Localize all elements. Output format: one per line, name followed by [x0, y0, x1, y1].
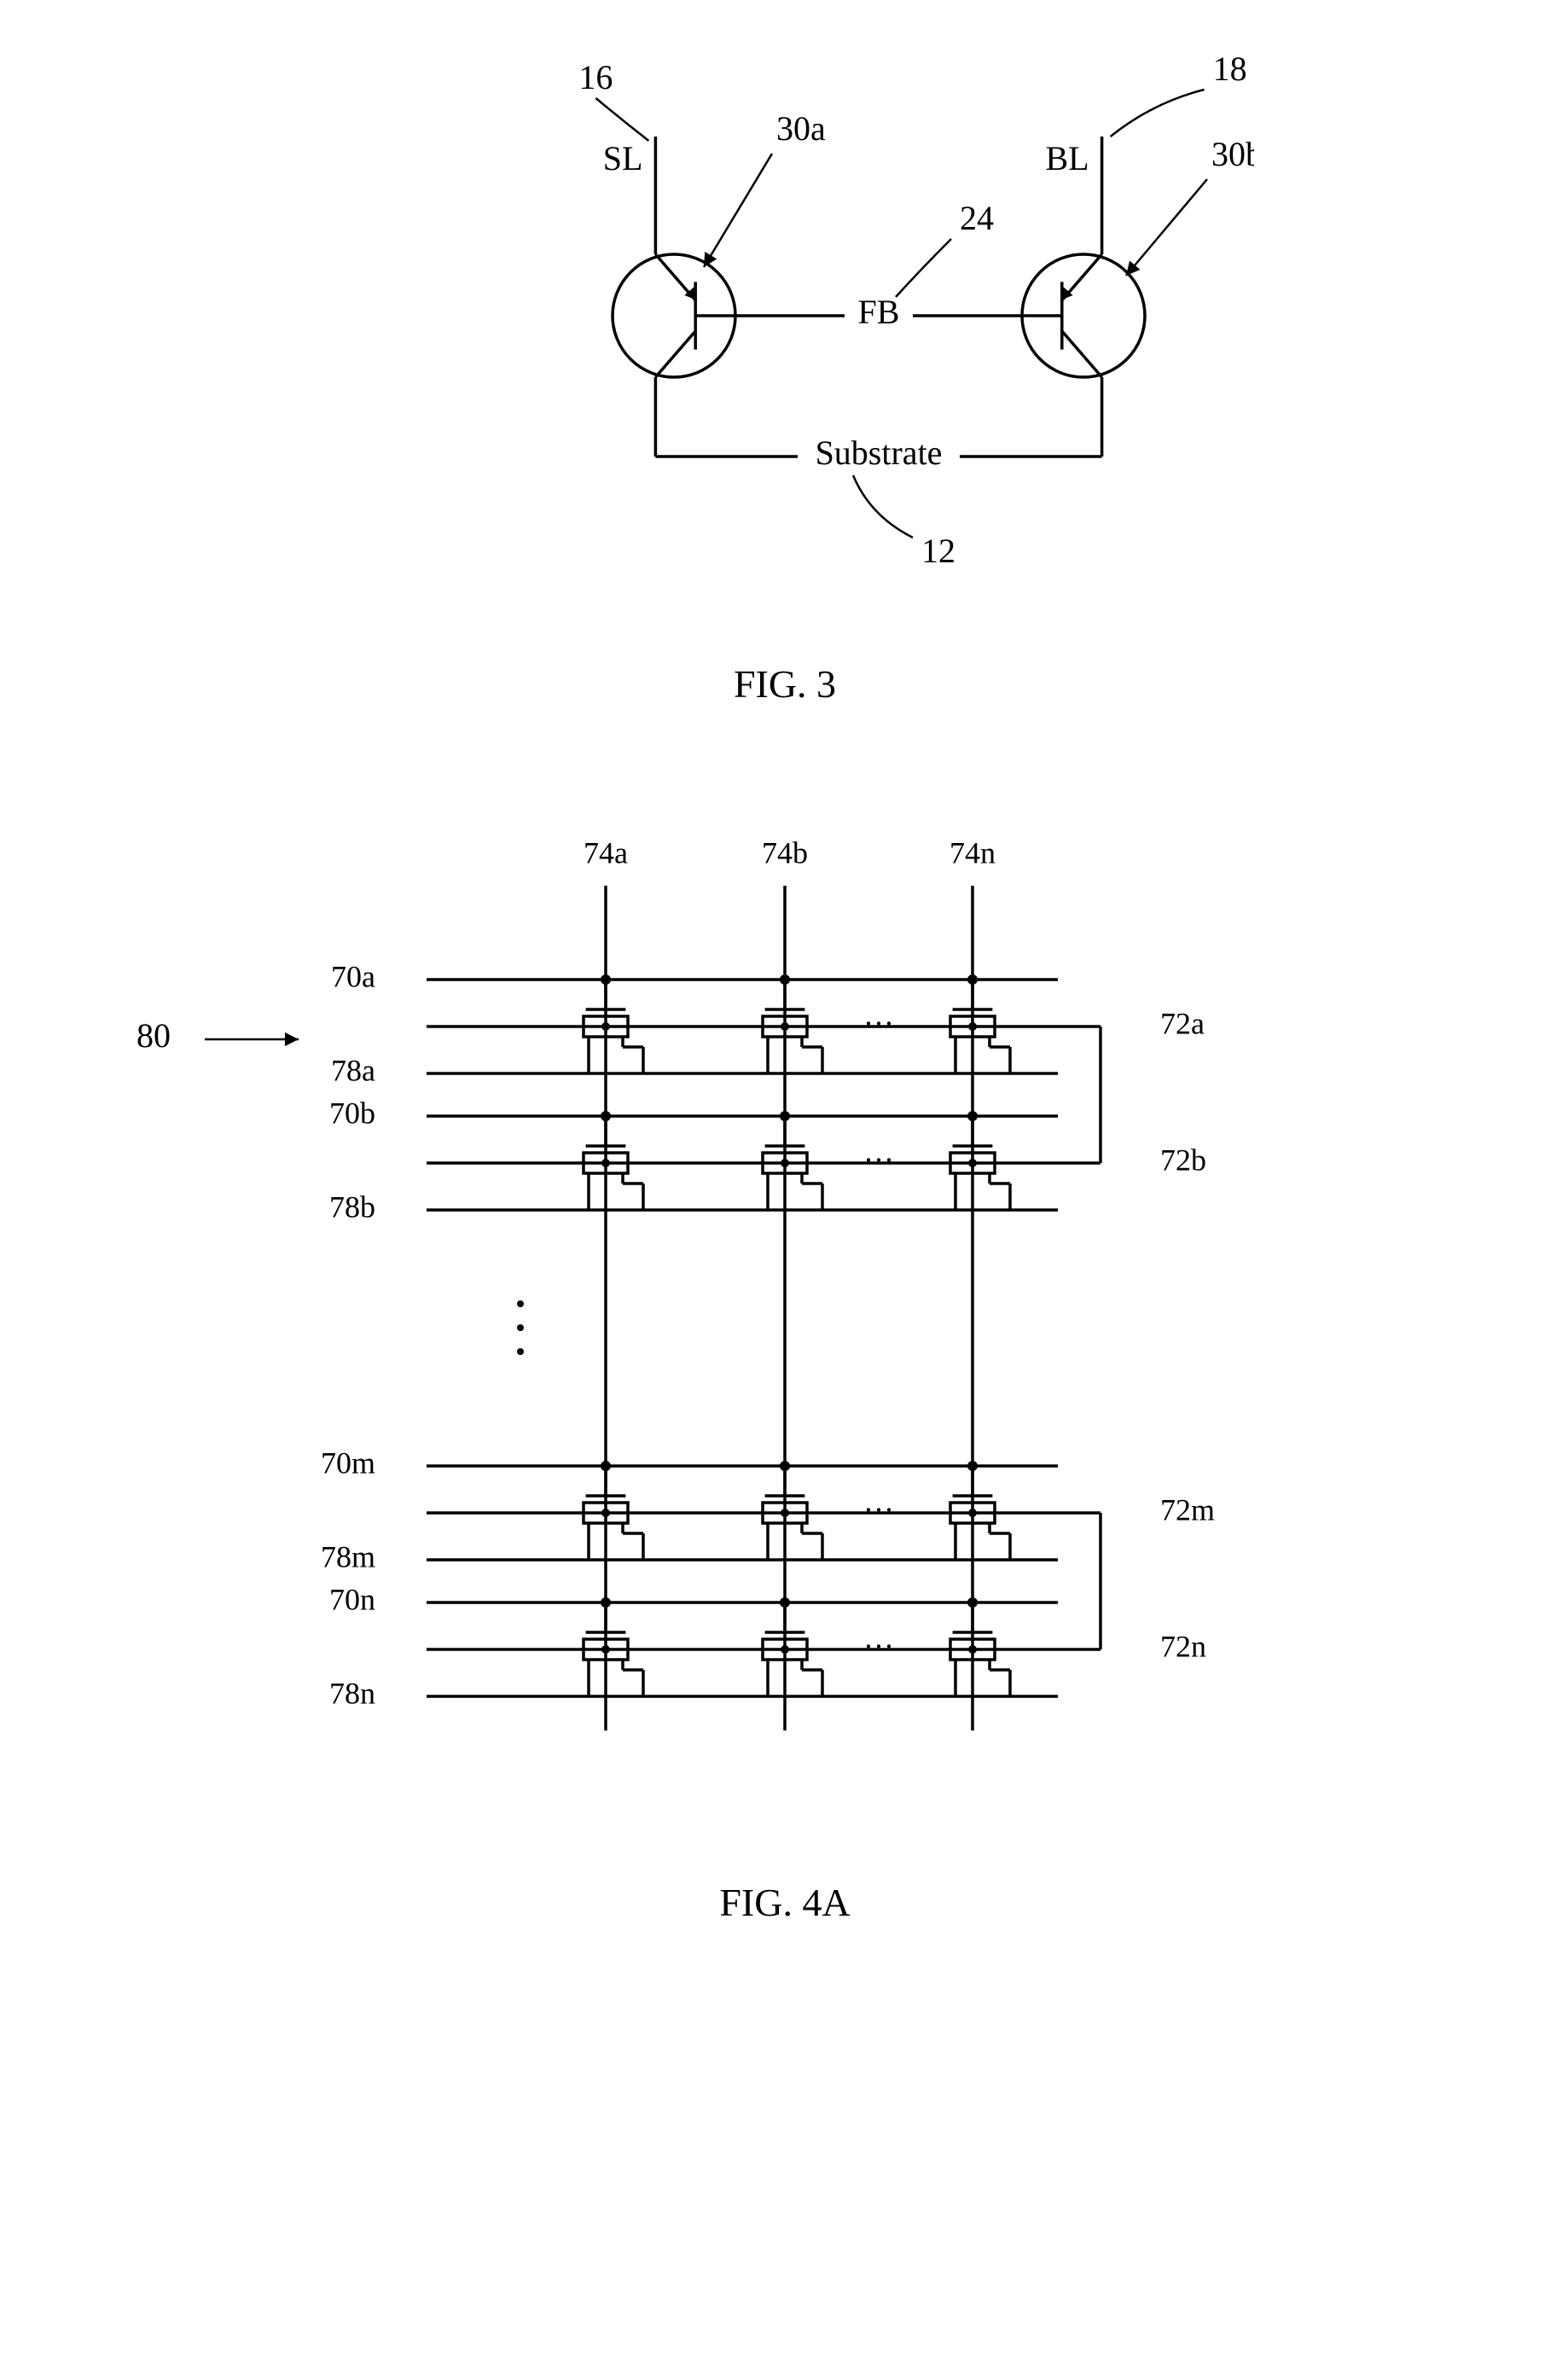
svg-text:···: ···: [863, 1143, 894, 1177]
svg-text:70m: 70m: [321, 1445, 375, 1480]
svg-text:···: ···: [863, 1492, 894, 1527]
svg-text:70a: 70a: [331, 959, 375, 993]
fig4a-wrapper: 74a 74b 74n 80 70a 78a 72a ··· 70b 78b 72b ··· 70m 78…: [34, 809, 1536, 1925]
svg-text:70b: 70b: [329, 1096, 375, 1130]
svg-text:···: ···: [863, 1006, 894, 1040]
svg-text:SL: SL: [603, 139, 643, 177]
svg-text:70n: 70n: [329, 1582, 375, 1616]
svg-text:74a: 74a: [584, 835, 628, 870]
fig4a-caption: FIG. 4A: [34, 1880, 1536, 1925]
svg-text:72b: 72b: [1160, 1143, 1206, 1177]
svg-text:30b: 30b: [1211, 135, 1254, 173]
fig4a-svg: 74a 74b 74n 80 70a 78a 72a ··· 70b 78b 72b ··· 70m 78…: [34, 809, 1536, 1850]
page-container: SL BL FB Substrate 16 18 30a 30b 24 12 FIG. 3 74a…: [34, 34, 1536, 1925]
fig3-wrapper: SL BL FB Substrate 16 18 30a 30b 24 12 FIG. 3: [34, 34, 1536, 707]
svg-text:80: 80: [136, 1016, 171, 1055]
fig3-caption: FIG. 3: [34, 661, 1536, 707]
svg-text:FB: FB: [858, 293, 900, 331]
svg-text:78n: 78n: [329, 1676, 375, 1710]
svg-text:16: 16: [578, 58, 613, 96]
svg-text:78m: 78m: [321, 1539, 375, 1573]
svg-text:···: ···: [863, 1629, 894, 1663]
svg-text:30a: 30a: [776, 109, 826, 148]
svg-text:72m: 72m: [1160, 1492, 1215, 1527]
svg-text:Substrate: Substrate: [816, 433, 943, 472]
svg-text:74n: 74n: [950, 835, 996, 870]
svg-text:18: 18: [1213, 49, 1247, 88]
svg-text:BL: BL: [1045, 139, 1089, 177]
svg-text:78b: 78b: [329, 1189, 375, 1224]
svg-text:24: 24: [960, 199, 994, 237]
fig3-svg: SL BL FB Substrate 16 18 30a 30b 24 12: [316, 34, 1254, 631]
svg-text:12: 12: [921, 532, 955, 570]
svg-text:78a: 78a: [331, 1053, 375, 1087]
svg-text:72n: 72n: [1160, 1629, 1206, 1663]
svg-text:72a: 72a: [1160, 1006, 1205, 1040]
svg-text:74b: 74b: [762, 835, 808, 870]
